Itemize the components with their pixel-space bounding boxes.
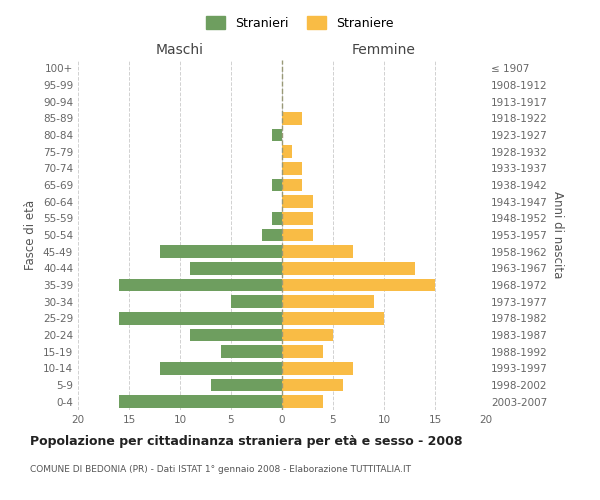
Bar [282,396,323,408]
Text: Popolazione per cittadinanza straniera per età e sesso - 2008: Popolazione per cittadinanza straniera p… [30,435,463,448]
Bar [160,246,282,258]
Bar [282,246,353,258]
Bar [272,179,282,192]
Bar [160,362,282,374]
Bar [282,262,415,274]
Y-axis label: Anni di nascita: Anni di nascita [551,192,564,278]
Bar [282,379,343,391]
Bar [282,312,384,324]
Bar [190,329,282,341]
Bar [282,279,435,291]
Bar [221,346,282,358]
Text: Maschi: Maschi [156,42,204,56]
Bar [282,329,333,341]
Bar [282,362,353,374]
Text: COMUNE DI BEDONIA (PR) - Dati ISTAT 1° gennaio 2008 - Elaborazione TUTTITALIA.IT: COMUNE DI BEDONIA (PR) - Dati ISTAT 1° g… [30,465,411,474]
Bar [282,179,302,192]
Bar [272,212,282,224]
Bar [282,196,313,208]
Legend: Stranieri, Straniere: Stranieri, Straniere [202,11,398,35]
Bar [272,129,282,141]
Bar [190,262,282,274]
Bar [282,146,292,158]
Text: Femmine: Femmine [352,42,416,56]
Bar [282,212,313,224]
Bar [119,279,282,291]
Bar [119,396,282,408]
Bar [282,346,323,358]
Bar [282,112,302,124]
Bar [282,162,302,174]
Bar [211,379,282,391]
Bar [282,296,374,308]
Bar [231,296,282,308]
Y-axis label: Fasce di età: Fasce di età [25,200,37,270]
Bar [262,229,282,241]
Bar [119,312,282,324]
Bar [282,229,313,241]
